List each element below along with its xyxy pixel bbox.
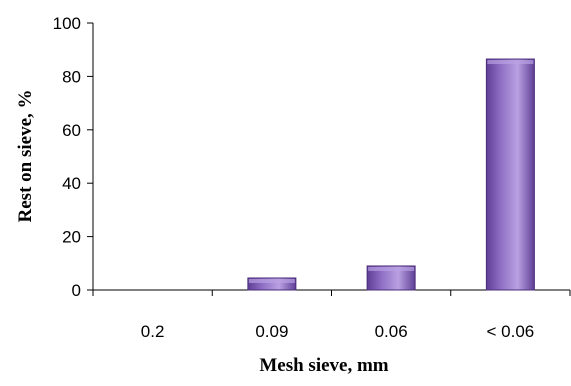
bar-body: [485, 58, 535, 291]
y-tick-label: 20: [62, 228, 81, 247]
bar: [366, 265, 416, 291]
x-tick-label: 0.09: [255, 322, 288, 341]
y-tick-label: 80: [62, 67, 81, 86]
bar-top-highlight: [487, 60, 534, 65]
y-tick-label: 60: [62, 121, 81, 140]
x-axis-title: Mesh sieve, mm: [259, 355, 388, 376]
bar-top-highlight: [368, 266, 415, 271]
y-tick-label: 40: [62, 174, 81, 193]
x-tick-label: < 0.06: [487, 322, 535, 341]
y-axis-title: Rest on sieve, %: [15, 90, 36, 223]
y-tick-label: 0: [72, 281, 81, 300]
x-tick-label: 0.06: [375, 322, 408, 341]
plot-area: 0 20 40 60 80 100 0.2 0.09 0.06 < 0.06: [53, 14, 571, 341]
x-tick-label: 0.2: [141, 322, 165, 341]
y-tick-label: 100: [53, 14, 81, 33]
bar: [485, 58, 535, 291]
bar-top-highlight: [248, 278, 295, 283]
bar: [247, 277, 297, 291]
